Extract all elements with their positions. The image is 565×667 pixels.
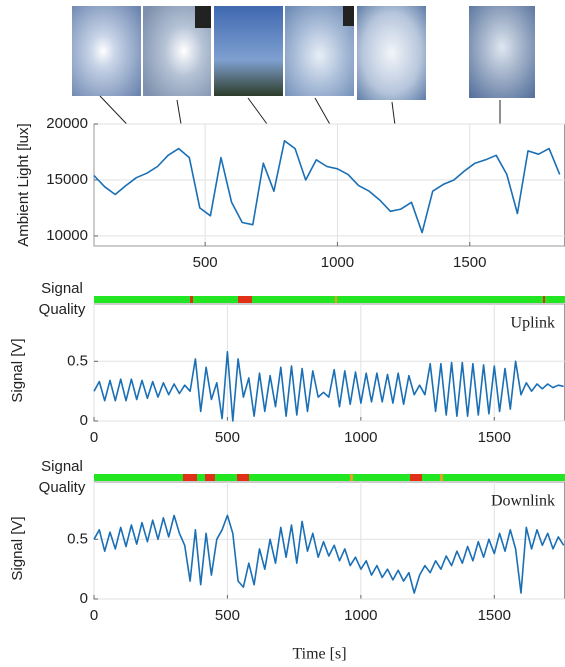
photo-roof bbox=[195, 6, 211, 28]
quality-bad bbox=[440, 474, 443, 481]
photo bbox=[285, 6, 354, 96]
y-tick-label: 15000 bbox=[46, 171, 88, 188]
y-tick-label: 0.5 bbox=[67, 530, 88, 547]
x-tick-label: 1000 bbox=[321, 254, 354, 271]
arrow bbox=[247, 97, 268, 125]
signal-line bbox=[93, 514, 565, 594]
annotation: Uplink bbox=[511, 315, 555, 332]
photo-roof bbox=[343, 6, 354, 26]
y-axis-label: Signal [V] bbox=[9, 338, 26, 402]
quality-label: Quality bbox=[39, 301, 86, 318]
quality-strip bbox=[94, 474, 565, 481]
y-tick-label: 10000 bbox=[46, 227, 88, 244]
quality-bad bbox=[190, 296, 193, 303]
quality-bad bbox=[335, 296, 337, 303]
quality-strip bbox=[94, 296, 565, 303]
y-tick-label: 0 bbox=[80, 412, 88, 429]
x-tick-label: 0 bbox=[90, 607, 98, 624]
photo bbox=[72, 6, 141, 96]
arrow bbox=[176, 99, 182, 125]
y-tick-label: 0 bbox=[80, 590, 88, 607]
x-tick-label: 500 bbox=[215, 607, 240, 624]
y-tick-label: 20000 bbox=[46, 115, 88, 132]
quality-bad bbox=[183, 474, 197, 481]
plot-area bbox=[93, 303, 565, 422]
sky-photos bbox=[72, 6, 535, 100]
photo bbox=[469, 6, 535, 98]
arrow bbox=[314, 97, 333, 129]
quality-strip-downlink bbox=[94, 474, 565, 481]
quality-bad bbox=[410, 474, 422, 481]
quality-strip-uplink bbox=[94, 296, 565, 303]
x-tick-label: 1000 bbox=[344, 429, 377, 446]
annotation: Downlink bbox=[491, 493, 555, 510]
signal-line bbox=[93, 351, 564, 422]
y-axis-label: Ambient Light [lux] bbox=[15, 123, 32, 246]
quality-label: Quality bbox=[39, 479, 86, 496]
plot-area bbox=[93, 123, 565, 247]
quality-bad bbox=[205, 474, 215, 481]
x-tick-label: 1500 bbox=[453, 254, 486, 271]
quality-bad bbox=[238, 296, 252, 303]
quality-bad bbox=[543, 296, 545, 303]
photo bbox=[214, 6, 283, 96]
plot-area bbox=[93, 481, 565, 600]
x-tick-label: 500 bbox=[215, 429, 240, 446]
x-tick-label: 1500 bbox=[478, 607, 511, 624]
x-tick-label: 1500 bbox=[478, 429, 511, 446]
x-tick-label: 500 bbox=[193, 254, 218, 271]
quality-label: Signal bbox=[41, 458, 83, 475]
photo bbox=[357, 6, 426, 100]
x-tick-label: 0 bbox=[90, 429, 98, 446]
x-tick-label: 1000 bbox=[344, 607, 377, 624]
quality-bad bbox=[350, 474, 353, 481]
x-axis-label: Time [s] bbox=[292, 646, 346, 663]
quality-label: Signal bbox=[41, 280, 83, 297]
y-axis-label: Signal [V] bbox=[9, 516, 26, 580]
quality-bad bbox=[237, 474, 249, 481]
y-tick-label: 0.5 bbox=[67, 352, 88, 369]
signal-line bbox=[93, 140, 561, 234]
